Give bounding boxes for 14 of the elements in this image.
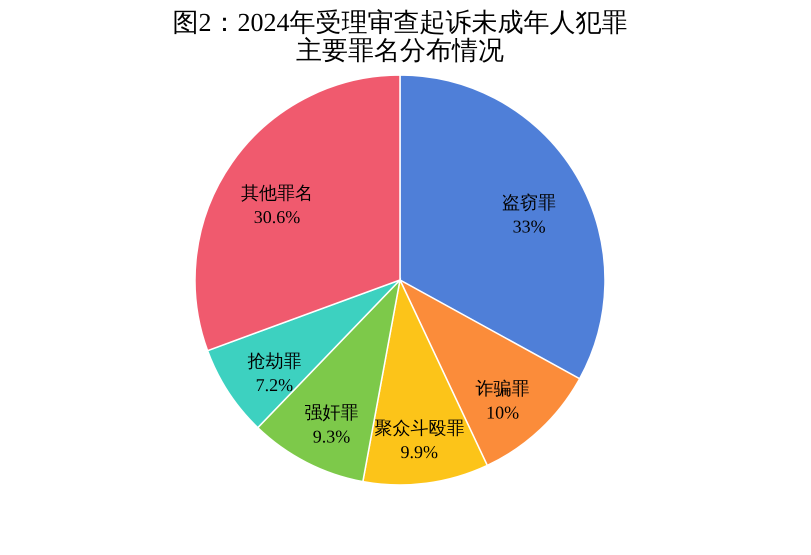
slice-label: 抢劫罪 bbox=[247, 350, 302, 371]
slice-label: 诈骗罪 bbox=[476, 378, 530, 398]
data-label: 30.6% bbox=[254, 207, 300, 228]
chart-subtitle: 主要罪名分布情况 bbox=[296, 36, 504, 65]
slice-label: 盗窃罪 bbox=[502, 192, 556, 213]
data-label: 9.9% bbox=[400, 442, 438, 462]
data-label: 7.2% bbox=[256, 374, 294, 395]
data-label: 10% bbox=[486, 402, 520, 422]
slice-label: 强奸罪 bbox=[304, 402, 358, 422]
data-label: 33% bbox=[512, 216, 546, 237]
slice-label: 聚众斗殴罪 bbox=[374, 418, 464, 438]
data-label: 9.3% bbox=[312, 426, 350, 446]
slice-label: 其他罪名 bbox=[241, 183, 314, 204]
chart-title: 图2：2024年受理审查起诉未成年人犯罪 bbox=[172, 8, 628, 37]
